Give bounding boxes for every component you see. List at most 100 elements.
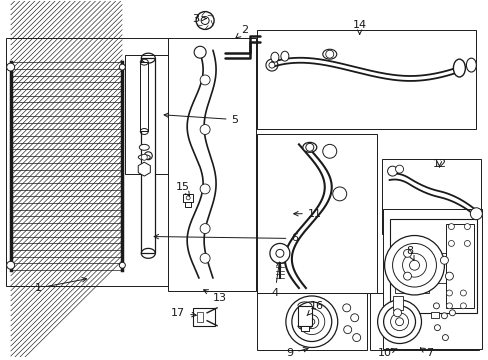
Bar: [183, 194, 193, 202]
Bar: [392, 296, 402, 310]
Text: 12: 12: [431, 159, 446, 169]
Bar: [430, 312, 439, 318]
Circle shape: [268, 62, 274, 68]
Circle shape: [469, 208, 481, 220]
Text: 15: 15: [176, 182, 190, 196]
Ellipse shape: [280, 51, 288, 61]
Circle shape: [384, 235, 444, 295]
Ellipse shape: [139, 144, 149, 150]
Bar: [256, 134, 376, 293]
Circle shape: [459, 290, 466, 296]
Bar: [168, 39, 255, 291]
Text: 17: 17: [171, 308, 196, 318]
Bar: [185, 202, 191, 207]
Bar: [125, 55, 175, 174]
Ellipse shape: [302, 143, 316, 152]
Circle shape: [200, 253, 210, 263]
Circle shape: [201, 17, 209, 24]
Circle shape: [200, 125, 210, 134]
Text: 10: 10: [377, 348, 396, 359]
Circle shape: [325, 50, 333, 58]
Circle shape: [395, 165, 403, 173]
Circle shape: [464, 224, 469, 230]
Circle shape: [342, 304, 350, 312]
Circle shape: [392, 243, 436, 287]
Circle shape: [308, 319, 314, 325]
Circle shape: [196, 12, 214, 30]
Bar: [389, 219, 476, 313]
Circle shape: [447, 224, 453, 230]
Circle shape: [383, 306, 415, 338]
Circle shape: [200, 224, 210, 234]
Bar: [6, 39, 170, 286]
Circle shape: [7, 63, 15, 71]
Text: 11: 11: [293, 209, 321, 219]
Bar: [297, 306, 311, 326]
Circle shape: [433, 325, 440, 330]
Bar: [389, 238, 468, 298]
Circle shape: [402, 253, 426, 277]
Circle shape: [403, 272, 411, 280]
Circle shape: [442, 334, 447, 341]
Circle shape: [119, 262, 125, 268]
Circle shape: [186, 196, 190, 200]
Circle shape: [322, 144, 336, 158]
Circle shape: [291, 302, 331, 342]
Bar: [433, 253, 462, 283]
Circle shape: [141, 154, 147, 160]
Text: 13: 13: [203, 290, 226, 303]
Circle shape: [119, 64, 125, 70]
Circle shape: [194, 46, 205, 58]
Circle shape: [144, 152, 152, 160]
Circle shape: [448, 310, 454, 316]
Circle shape: [332, 187, 346, 201]
Text: 5: 5: [164, 113, 238, 125]
Circle shape: [395, 318, 403, 326]
Circle shape: [387, 166, 397, 176]
Circle shape: [350, 314, 358, 322]
Bar: [193, 308, 215, 326]
Circle shape: [446, 290, 451, 296]
Text: 3: 3: [192, 14, 206, 23]
Text: 4: 4: [271, 262, 280, 298]
Bar: [369, 293, 478, 350]
Circle shape: [445, 272, 452, 280]
Circle shape: [200, 184, 210, 194]
Ellipse shape: [466, 58, 475, 72]
Circle shape: [441, 313, 447, 319]
Text: 8: 8: [405, 246, 413, 260]
Circle shape: [447, 240, 453, 246]
Bar: [256, 293, 366, 350]
Circle shape: [390, 313, 407, 330]
Bar: [446, 224, 473, 308]
Circle shape: [7, 261, 15, 269]
Circle shape: [343, 326, 351, 334]
Circle shape: [200, 75, 210, 85]
Circle shape: [265, 59, 277, 71]
Bar: [141, 58, 155, 253]
Circle shape: [298, 309, 324, 334]
Text: 2: 2: [236, 26, 248, 38]
Circle shape: [352, 334, 360, 342]
Circle shape: [440, 256, 447, 264]
Text: 7: 7: [420, 348, 432, 359]
Bar: [382, 209, 481, 350]
Circle shape: [432, 303, 439, 309]
Circle shape: [275, 249, 284, 257]
Circle shape: [408, 260, 419, 270]
Bar: [394, 243, 428, 293]
Circle shape: [446, 303, 451, 309]
Bar: [197, 312, 203, 322]
Text: 9: 9: [285, 347, 307, 359]
Text: 16: 16: [306, 301, 323, 316]
Text: 14: 14: [352, 21, 366, 34]
Circle shape: [459, 303, 466, 309]
Ellipse shape: [138, 155, 150, 160]
Circle shape: [403, 249, 411, 257]
Bar: [300, 326, 308, 330]
Bar: [140, 62, 148, 131]
Text: 6: 6: [154, 234, 298, 243]
Circle shape: [304, 315, 318, 329]
Circle shape: [464, 240, 469, 246]
Circle shape: [305, 143, 313, 151]
